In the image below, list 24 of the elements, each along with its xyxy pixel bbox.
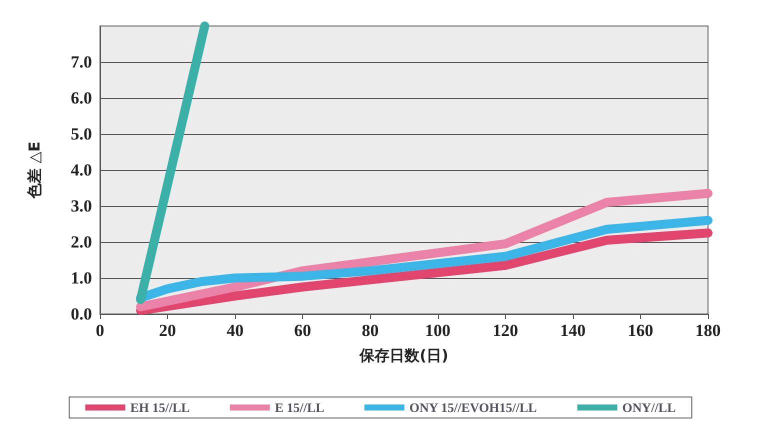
x-tick-label: 20 (159, 321, 176, 340)
y-axis-title: 色差 △E (26, 141, 44, 200)
y-tick-label: 6.0 (70, 88, 92, 108)
legend-label: E 15//LL (274, 400, 325, 415)
x-tick-label: 160 (628, 321, 654, 340)
x-tick-label: 60 (294, 321, 312, 340)
x-tick-label: 180 (695, 321, 721, 340)
legend-label: ONY 15//EVOH15//LL (409, 400, 538, 415)
x-tick-label: 80 (362, 321, 379, 340)
y-tick-label: 4.0 (70, 160, 92, 180)
y-tick-label: 7.0 (70, 52, 92, 72)
x-tick-label: 40 (226, 321, 244, 340)
y-tick-label: 5.0 (70, 124, 92, 144)
x-tick-label: 100 (425, 321, 451, 340)
x-tick-label: 120 (492, 321, 518, 340)
legend-label: EH 15//LL (130, 400, 190, 415)
x-tick-label: 140 (560, 321, 586, 340)
legend-label: ONY//LL (622, 400, 676, 415)
x-axis-title: 保存日数(日) (358, 346, 448, 364)
y-tick-label: 0.0 (70, 304, 92, 324)
x-tick-label: 0 (96, 321, 104, 340)
y-tick-label: 3.0 (70, 196, 92, 216)
y-tick-label: 1.0 (70, 268, 92, 288)
y-tick-label: 2.0 (70, 232, 92, 252)
